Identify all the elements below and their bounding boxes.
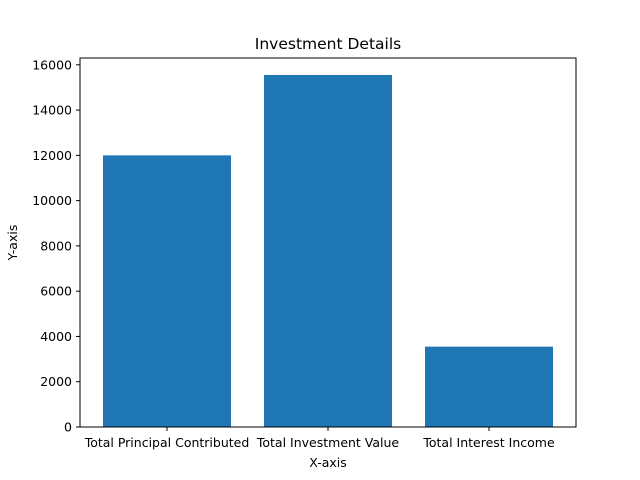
y-tick-label: 10000 <box>32 193 72 208</box>
x-axis-label: X-axis <box>309 455 347 470</box>
plot-frame <box>79 57 577 428</box>
y-tick-label: 16000 <box>32 57 72 72</box>
y-ticks: 0 2000 4000 6000 8000 10000 12000 14000 16000 <box>32 57 80 435</box>
chart-title: Investment Details <box>255 35 401 53</box>
bar-total-interest-income <box>425 346 553 427</box>
y-tick-label: 4000 <box>40 329 72 344</box>
x-tick-label: Total Interest Income <box>422 435 555 450</box>
y-tick-label: 0 <box>64 420 72 435</box>
x-tick-label: Total Principal Contributed <box>84 435 250 450</box>
bar-total-investment-value <box>264 74 392 428</box>
y-tick-label: 6000 <box>40 284 72 299</box>
y-tick-label: 12000 <box>32 148 72 163</box>
y-tick-label: 8000 <box>40 238 72 253</box>
x-ticks: Total Principal Contributed Total Investm… <box>84 427 555 450</box>
bars-layer <box>103 74 553 428</box>
bar-total-principal-contributed <box>103 155 231 427</box>
y-tick-label: 2000 <box>40 374 72 389</box>
x-tick-label: Total Investment Value <box>256 435 400 450</box>
y-tick-label: 14000 <box>32 103 72 118</box>
y-axis-label: Y-axis <box>5 225 20 262</box>
